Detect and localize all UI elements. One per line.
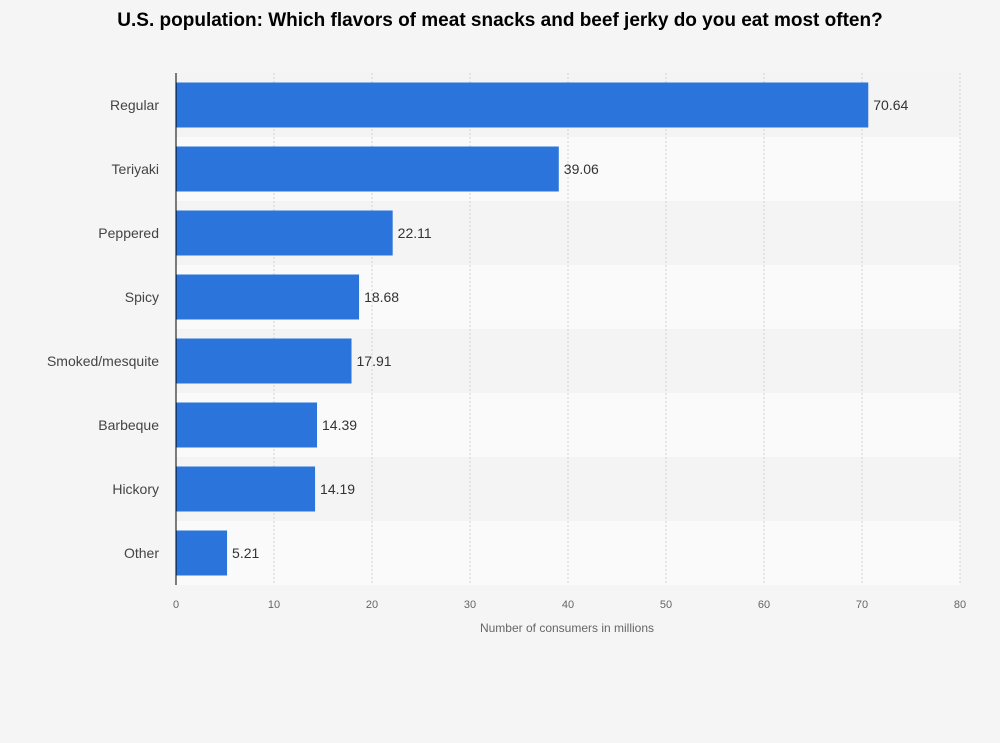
value-label: 22.11 (398, 225, 432, 241)
bar (176, 466, 316, 512)
bar (176, 82, 869, 128)
x-tick-label: 80 (954, 599, 966, 611)
value-label: 39.06 (564, 161, 599, 177)
bar (176, 146, 559, 192)
category-label: Barbeque (98, 417, 159, 433)
bar (176, 210, 393, 256)
chart-title: U.S. population: Which flavors of meat s… (117, 10, 883, 31)
value-label: 17.91 (357, 353, 392, 369)
value-label: 14.19 (320, 481, 355, 497)
bar (176, 402, 318, 448)
bar (176, 530, 228, 576)
bar (176, 274, 360, 320)
x-tick-label: 70 (856, 599, 868, 611)
value-label: 14.39 (322, 417, 357, 433)
x-axis-title: Number of consumers in millions (480, 621, 654, 635)
x-tick-label: 50 (660, 599, 672, 611)
x-tick-label: 20 (366, 599, 378, 611)
category-label: Peppered (98, 225, 159, 241)
category-label: Smoked/mesquite (47, 353, 159, 369)
x-tick-labels: 0 10 20 30 40 50 60 70 80 (173, 599, 966, 611)
x-tick-label: 10 (268, 599, 280, 611)
x-tick-label: 60 (758, 599, 770, 611)
category-label: Regular (110, 97, 159, 113)
category-label: Teriyaki (112, 161, 159, 177)
category-label: Hickory (112, 481, 159, 497)
value-labels: 70.64 39.06 22.11 18.68 17.91 14.39 14.19 5.21 (232, 97, 908, 561)
bars (176, 82, 869, 576)
value-label: 18.68 (364, 289, 399, 305)
bar (176, 338, 352, 384)
category-label: Spicy (125, 289, 159, 305)
category-labels: Regular Teriyaki Peppered Spicy Smoked/mesqu… (47, 97, 159, 561)
value-label: 5.21 (232, 545, 259, 561)
category-label: Other (124, 545, 159, 561)
value-label: 70.64 (873, 97, 908, 113)
x-tick-label: 30 (464, 599, 476, 611)
x-tick-label: 0 (173, 599, 179, 611)
x-tick-label: 40 (562, 599, 574, 611)
